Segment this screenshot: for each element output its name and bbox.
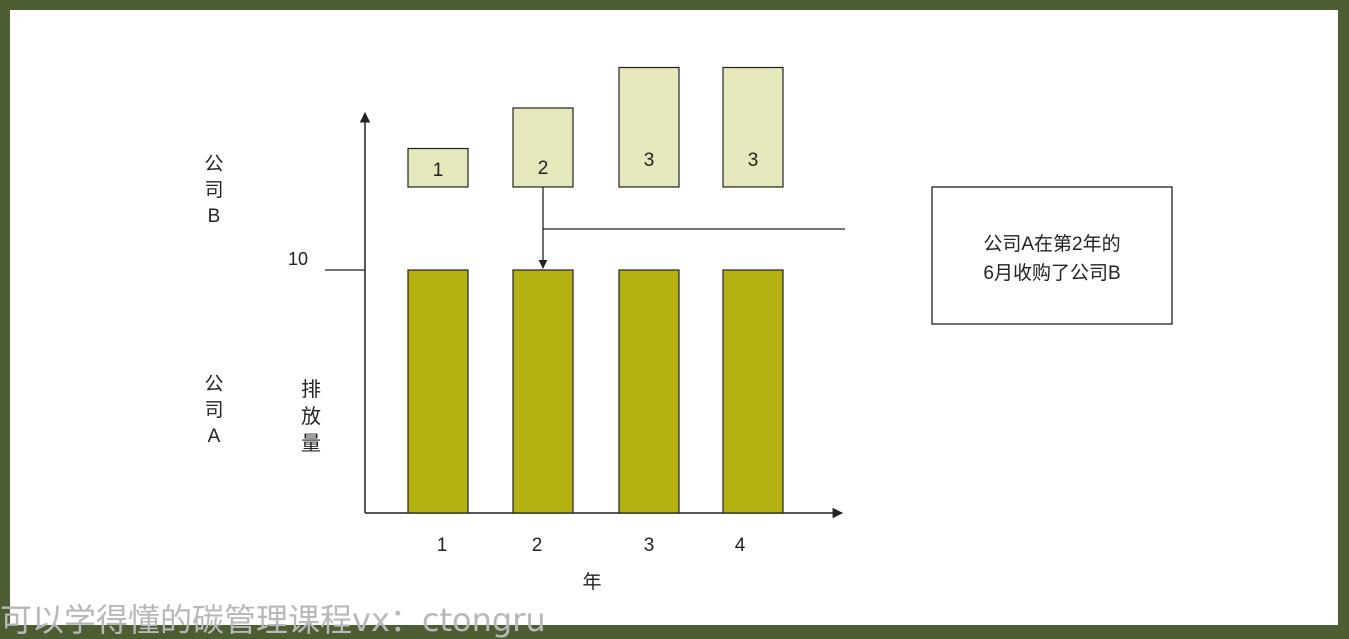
x-tick-label-4: 4 — [735, 535, 746, 556]
company-b-label-2: 司 — [204, 180, 223, 201]
y-tick-10-label: 10 — [288, 249, 308, 269]
annotation-line-2: 6月收购了公司B — [983, 262, 1120, 284]
x-tick-label-2: 2 — [532, 535, 543, 556]
company-a-bar-1 — [407, 269, 469, 514]
company-a-label-1: 公 — [204, 374, 223, 395]
company-b-bar-2 — [512, 107, 574, 188]
company-b-bar-3 — [618, 66, 680, 188]
x-axis-label: 年 — [582, 571, 601, 593]
company-b-value-label-2: 2 — [538, 158, 549, 179]
company-a-label-2: 司 — [204, 400, 223, 421]
company-b-bar-4 — [722, 66, 784, 188]
company-b-label-1: 公 — [204, 154, 223, 175]
annotation-box — [931, 186, 1173, 325]
x-tick-label-3: 3 — [644, 535, 655, 556]
company-b-value-label-4: 3 — [748, 150, 759, 171]
y-axis-label-1: 排 — [301, 378, 321, 401]
company-b-value-label-3: 3 — [644, 150, 655, 171]
company-a-bar-4 — [722, 269, 784, 514]
annotation-line-1: 公司A在第2年的 — [983, 233, 1120, 255]
watermark-text: 可以学得懂的碳管理课程vx：ctongru — [0, 601, 546, 639]
y-axis-label-3: 量 — [301, 433, 321, 455]
company-a-label-3: A — [208, 426, 221, 447]
company-b-label-3: B — [208, 206, 221, 227]
x-tick-label-1: 1 — [437, 535, 448, 556]
y-axis-label-2: 放 — [301, 405, 321, 428]
company-a-bar-3 — [618, 269, 680, 514]
company-b-value-label-1: 1 — [433, 160, 444, 181]
company-a-bar-2 — [512, 269, 574, 514]
company-b-bar-1 — [407, 147, 469, 188]
